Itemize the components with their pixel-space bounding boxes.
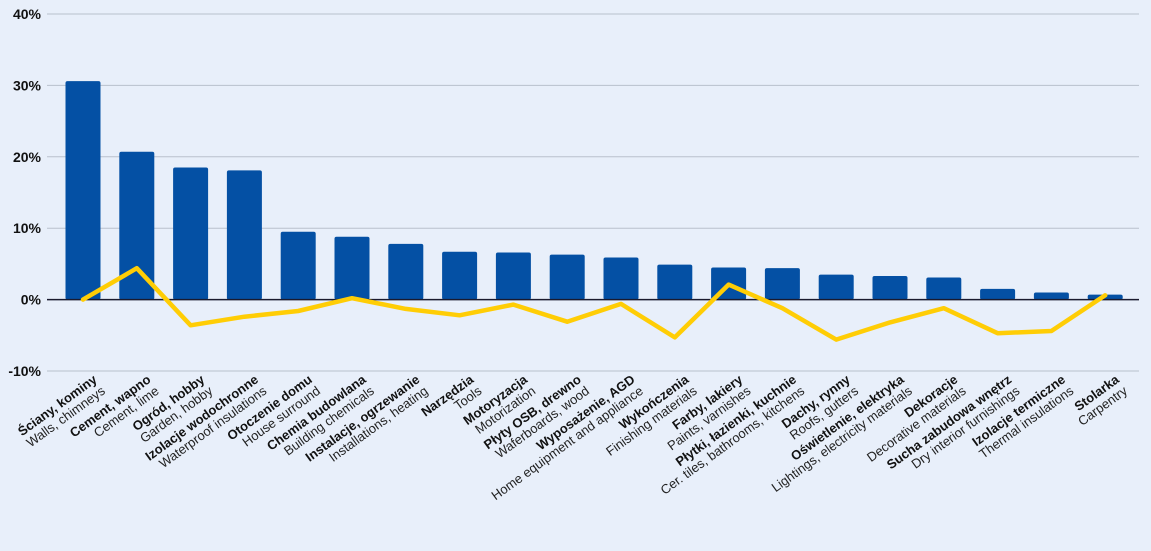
bar [495,252,531,300]
y-tick-label: 0% [21,292,42,308]
y-tick-label: -10% [8,363,41,379]
bar [119,151,155,300]
bar [173,167,209,300]
line-series [80,265,1108,342]
y-tick-label: 20% [13,149,42,165]
bar-series [65,81,1123,300]
y-tick-label: 30% [13,77,42,93]
bar [65,81,101,300]
bar [926,277,962,300]
bar [872,276,908,300]
bar [334,236,370,300]
line-path [80,265,1108,342]
y-axis-tick-labels: -10% 0% 10% 20% 30% 40% [8,6,41,379]
bar [226,170,262,300]
bar [280,231,316,300]
bar [603,257,639,300]
bar [657,264,693,300]
bar [1033,292,1069,300]
grid-lines [47,13,1139,372]
bar [764,268,800,300]
bar [442,251,478,300]
y-tick-label: 10% [13,220,42,236]
bar [818,274,854,300]
bar [388,243,424,300]
bar [980,288,1016,300]
y-tick-label: 40% [13,6,42,22]
bar [549,254,585,300]
